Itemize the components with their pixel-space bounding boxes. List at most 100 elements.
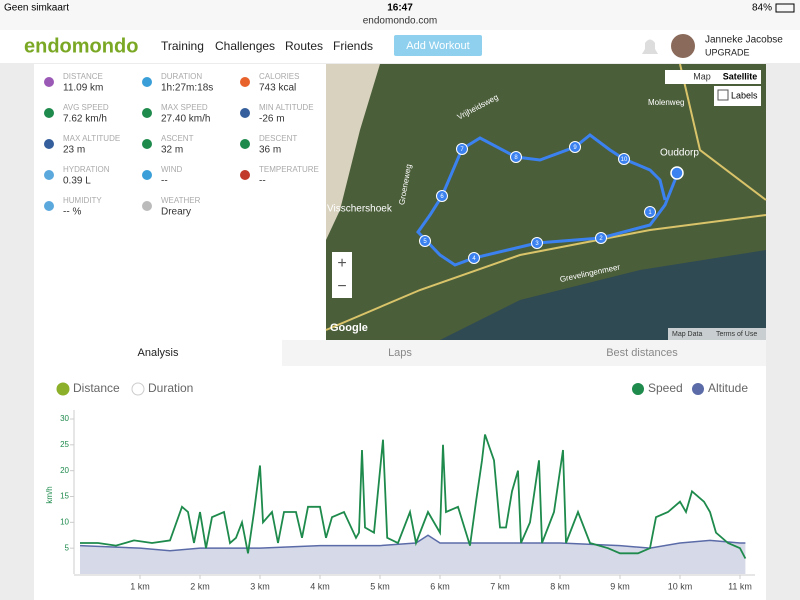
zoom-out[interactable]: − [337, 278, 346, 295]
route-marker [436, 190, 448, 202]
tab[interactable]: Laps [388, 347, 412, 359]
route-marker-label: 10 [621, 157, 628, 163]
stat-icon [142, 77, 152, 87]
nav-link[interactable]: Training [161, 39, 204, 53]
toggle-label[interactable]: Distance [73, 381, 120, 395]
stat-label: TEMPERATURE [259, 165, 319, 174]
route-marker [531, 237, 543, 249]
labels-text[interactable]: Labels [731, 90, 758, 100]
terms-link[interactable]: Terms of Use [716, 331, 757, 338]
stat-value: 23 m [63, 145, 85, 156]
map-button[interactable]: Map [693, 71, 711, 81]
stat-value: -26 m [259, 114, 285, 125]
battery: 84% [752, 3, 772, 14]
map-road [325, 214, 767, 331]
y-tick-label: 25 [60, 440, 69, 449]
stat-label: AVG SPEED [63, 103, 109, 112]
zoom-in[interactable]: + [337, 255, 346, 272]
nav-link[interactable]: Challenges [215, 39, 275, 53]
stat-value: 1h:27m:18s [161, 83, 213, 94]
toggle-radio[interactable] [56, 382, 70, 396]
map-water [440, 250, 766, 340]
battery-icon [775, 3, 795, 13]
stat-value: 11.09 km [63, 83, 103, 94]
route-marker [510, 151, 522, 163]
map-data-link[interactable]: Map Data [672, 331, 702, 338]
x-tick-label: 6 km [430, 581, 450, 591]
y-tick-label: 10 [60, 517, 69, 526]
nav-link[interactable]: Routes [285, 39, 323, 53]
stat-value: -- [259, 176, 266, 187]
legend-marker[interactable] [632, 383, 644, 395]
map-place: Visschershoek [327, 204, 393, 215]
x-tick-label: 8 km [550, 581, 570, 591]
stat-label: ASCENT [161, 134, 194, 143]
clock: 16:47 [387, 3, 413, 14]
map-type-control [665, 70, 761, 84]
stat-icon [142, 139, 152, 149]
stat-label: WIND [161, 165, 183, 174]
add-workout-button[interactable] [394, 35, 482, 56]
stat-label: WEATHER [161, 196, 201, 205]
stat-label: CALORIES [259, 72, 299, 81]
legend-marker[interactable] [692, 383, 704, 395]
bell-icon[interactable] [642, 39, 658, 55]
series-line [79, 534, 746, 552]
logo[interactable]: endomondo [24, 35, 138, 57]
route-marker-label: 7 [460, 147, 464, 153]
x-tick-label: 3 km [250, 581, 270, 591]
stat-value: 7.62 km/h [63, 114, 107, 125]
stat-label: DISTANCE [63, 72, 103, 81]
y-axis-label: km/h [45, 486, 54, 503]
map-road [679, 63, 767, 201]
start-pin [670, 166, 684, 180]
stat-icon [142, 201, 152, 211]
add-workout-label[interactable]: Add Workout [406, 40, 469, 52]
x-tick-label: 4 km [310, 581, 330, 591]
stat-icon [44, 77, 54, 87]
tab[interactable]: Best distances [606, 347, 678, 359]
series-line [80, 434, 747, 559]
altitude-area [80, 535, 746, 574]
user-name[interactable]: Janneke Jacobse [705, 35, 783, 46]
stat-value: 0.39 L [63, 176, 91, 187]
route-marker [595, 232, 607, 244]
x-tick-label: 11 km [728, 581, 752, 591]
stat-icon [240, 139, 250, 149]
stat-icon [44, 170, 54, 180]
map-place: Molenweg [648, 98, 684, 107]
stat-label: HUMIDITY [63, 196, 102, 205]
x-tick-label: 5 km [370, 581, 390, 591]
labels-checkbox[interactable] [717, 89, 729, 101]
tab[interactable]: Analysis [138, 347, 179, 359]
url: endomondo.com [363, 16, 438, 27]
legend-label[interactable]: Speed [648, 381, 683, 395]
satellite-button[interactable]: Satellite [723, 71, 758, 81]
x-tick-label: 9 km [610, 581, 630, 591]
stat-label: MAX ALTITUDE [63, 134, 120, 143]
active-tab [34, 340, 282, 366]
stat-icon [240, 77, 250, 87]
x-tick-label: 10 km [668, 581, 693, 591]
y-tick-label: 30 [60, 414, 69, 423]
route-marker-label: 9 [573, 145, 577, 151]
route-marker [569, 141, 581, 153]
legend-label[interactable]: Altitude [708, 381, 748, 395]
stat-icon [44, 139, 54, 149]
toggle-radio[interactable] [131, 382, 145, 396]
stat-icon [240, 108, 250, 118]
toggle-label[interactable]: Duration [148, 381, 193, 395]
avatar[interactable] [671, 34, 695, 58]
carrier: Geen simkaart [4, 3, 69, 14]
stat-value: 743 kcal [259, 83, 296, 94]
stat-label: DURATION [161, 72, 202, 81]
route-marker-label: 3 [535, 241, 539, 247]
stat-icon [240, 170, 250, 180]
stat-label: MAX SPEED [161, 103, 208, 112]
stat-value: 27.40 km/h [161, 114, 210, 125]
user-status[interactable]: UPGRADE [705, 47, 750, 57]
nav-link[interactable]: Friends [333, 39, 373, 53]
route-marker [644, 206, 656, 218]
